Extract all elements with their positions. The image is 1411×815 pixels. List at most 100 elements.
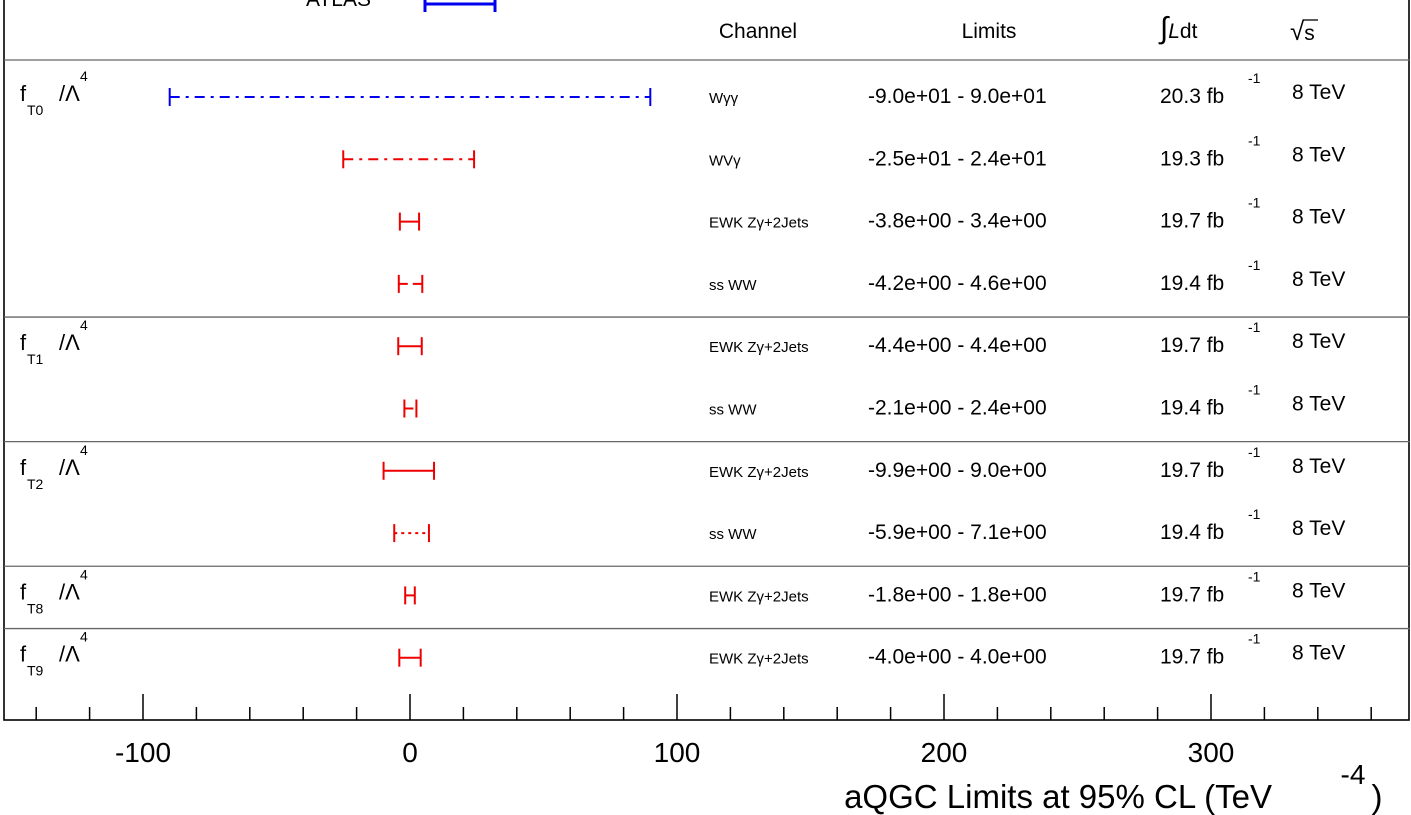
- limits-value: -5.9e+00 - 7.1e+00: [868, 521, 1047, 544]
- lumi-number: 19.7: [1160, 210, 1207, 233]
- param-subscript: T2: [27, 476, 44, 492]
- lumi-dt: dt: [1180, 20, 1198, 43]
- limits-value: -2.5e+01 - 2.4e+01: [868, 147, 1047, 170]
- group-t2: fT2/Λ4 EWK Zγ+2Jets -9.9e+00 - 9.0e+00 19.7…: [20, 442, 1345, 544]
- param-exponent: 4: [80, 317, 88, 333]
- lumi-unit: fb: [1207, 334, 1225, 357]
- group-t9: fT9/Λ4 EWK Zγ+2Jets -4.0e+00 - 4.0e+00 19.7…: [20, 629, 1345, 679]
- lumi-symbol: L: [1168, 20, 1180, 43]
- lumi-number: 19.4: [1160, 272, 1207, 295]
- energy-value: 8 TeV: [1292, 579, 1345, 602]
- channel-label: WVγ: [709, 152, 741, 169]
- lumi-exponent: -1: [1248, 195, 1261, 211]
- integral-sign: ∫: [1158, 12, 1170, 45]
- limit-row: WVγ -2.5e+01 - 2.4e+01 19.3 fb -1 8 TeV: [342, 132, 1345, 170]
- param-f: f: [20, 81, 27, 106]
- lumi-exponent: -1: [1248, 70, 1261, 86]
- group-t8: fT8/Λ4 EWK Zγ+2Jets -1.8e+00 - 1.8e+00 19.7…: [20, 566, 1345, 616]
- energy-value: 8 TeV: [1292, 81, 1345, 104]
- luminosity-value: 20.3 fb: [1160, 85, 1224, 108]
- lumi-number: 19.7: [1160, 646, 1207, 669]
- lumi-unit: fb: [1207, 272, 1225, 295]
- param-subscript: T1: [27, 351, 44, 367]
- energy-value: 8 TeV: [1292, 206, 1345, 229]
- lumi-exponent: -1: [1248, 319, 1261, 335]
- sqrt-sign: √: [1290, 16, 1305, 46]
- lumi-exponent: -1: [1248, 382, 1261, 398]
- param-f: f: [20, 642, 27, 667]
- lumi-exponent: -1: [1248, 257, 1261, 273]
- header-luminosity: ∫Ldt: [1158, 12, 1198, 45]
- limit-row: EWK Zγ+2Jets -3.8e+00 - 3.4e+00 19.7 fb -1 8…: [398, 195, 1345, 233]
- param-lambda: /Λ: [59, 642, 80, 667]
- x-axis-title-exponent: -4: [1341, 759, 1366, 790]
- lumi-unit: fb: [1207, 147, 1225, 170]
- header-limits: Limits: [962, 20, 1017, 43]
- luminosity-value: 19.7 fb: [1160, 583, 1224, 606]
- lumi-number: 20.3: [1160, 85, 1207, 108]
- atlas-label: ATLAS: [306, 0, 371, 11]
- limits-value: -2.1e+00 - 2.4e+00: [868, 397, 1047, 420]
- x-tick-label: 200: [921, 737, 968, 768]
- energy-value: 8 TeV: [1292, 143, 1345, 166]
- limits-value: -1.8e+00 - 1.8e+00: [868, 583, 1047, 606]
- lumi-number: 19.7: [1160, 583, 1207, 606]
- luminosity-value: 19.7 fb: [1160, 459, 1224, 482]
- channel-label: EWK Zγ+2Jets: [709, 588, 809, 605]
- lumi-unit: fb: [1207, 521, 1225, 544]
- energy-value: 8 TeV: [1292, 517, 1345, 540]
- param-exponent: 4: [80, 566, 88, 582]
- energy-s: s: [1304, 22, 1315, 45]
- limit-row: ss WW -2.1e+00 - 2.4e+00 19.4 fb -1 8 TeV: [403, 382, 1345, 420]
- luminosity-value: 19.7 fb: [1160, 210, 1224, 233]
- x-axis: -100 0 100 200 300 aQGC Limits at 95% CL (TeV…: [35, 694, 1383, 815]
- channel-label: EWK Zγ+2Jets: [709, 339, 809, 356]
- lumi-exponent: -1: [1248, 631, 1261, 647]
- energy-value: 8 TeV: [1292, 393, 1345, 416]
- luminosity-value: 19.4 fb: [1160, 397, 1224, 420]
- limit-row: EWK Zγ+2Jets -4.4e+00 - 4.4e+00 19.7 fb -1 8…: [397, 319, 1345, 357]
- channel-label: Wγγ: [709, 90, 739, 107]
- lumi-unit: fb: [1207, 397, 1225, 420]
- param-lambda: /Λ: [59, 579, 80, 604]
- param-subscript: T0: [27, 102, 44, 118]
- x-tick-label: 0: [402, 737, 418, 768]
- channel-label: EWK Zγ+2Jets: [709, 651, 809, 668]
- param-f: f: [20, 579, 27, 604]
- lumi-exponent: -1: [1248, 506, 1261, 522]
- energy-value: 8 TeV: [1292, 455, 1345, 478]
- energy-value: 8 TeV: [1292, 642, 1345, 665]
- param-exponent: 4: [80, 629, 88, 645]
- limit-row: EWK Zγ+2Jets -1.8e+00 - 1.8e+00 19.7 fb -1 8…: [404, 568, 1345, 606]
- param-lambda: /Λ: [59, 455, 80, 480]
- lumi-unit: fb: [1207, 459, 1225, 482]
- lumi-number: 19.4: [1160, 521, 1207, 544]
- luminosity-value: 19.4 fb: [1160, 272, 1224, 295]
- limits-value: -4.0e+00 - 4.0e+00: [868, 646, 1047, 669]
- limit-row: ss WW -5.9e+00 - 7.1e+00 19.4 fb -1 8 TeV: [393, 506, 1345, 544]
- lumi-number: 19.4: [1160, 397, 1207, 420]
- header-energy: √s: [1290, 16, 1315, 46]
- channel-label: ss WW: [709, 526, 757, 543]
- param-lambda: /Λ: [59, 330, 80, 355]
- channel-label: ss WW: [709, 277, 757, 294]
- lumi-exponent: -1: [1248, 444, 1261, 460]
- param-f: f: [20, 455, 27, 480]
- param-exponent: 4: [80, 68, 88, 84]
- energy-value: 8 TeV: [1292, 268, 1345, 291]
- param-subscript: T8: [27, 600, 44, 616]
- limits-value: -3.8e+00 - 3.4e+00: [868, 210, 1047, 233]
- lumi-exponent: -1: [1248, 132, 1261, 148]
- header-channel: Channel: [719, 20, 797, 43]
- limits-value: -9.9e+00 - 9.0e+00: [868, 459, 1047, 482]
- energy-value: 8 TeV: [1292, 330, 1345, 353]
- limit-row: EWK Zγ+2Jets -9.9e+00 - 9.0e+00 19.7 fb -1 8…: [382, 444, 1345, 482]
- limits-value: -4.2e+00 - 4.6e+00: [868, 272, 1047, 295]
- channel-label: EWK Zγ+2Jets: [709, 464, 809, 481]
- channel-label: ss WW: [709, 402, 757, 419]
- group-t1: fT1/Λ4 EWK Zγ+2Jets -4.4e+00 - 4.4e+00 19.7…: [20, 317, 1345, 419]
- param-exponent: 4: [80, 442, 88, 458]
- x-tick-label: 100: [654, 737, 701, 768]
- luminosity-value: 19.3 fb: [1160, 147, 1224, 170]
